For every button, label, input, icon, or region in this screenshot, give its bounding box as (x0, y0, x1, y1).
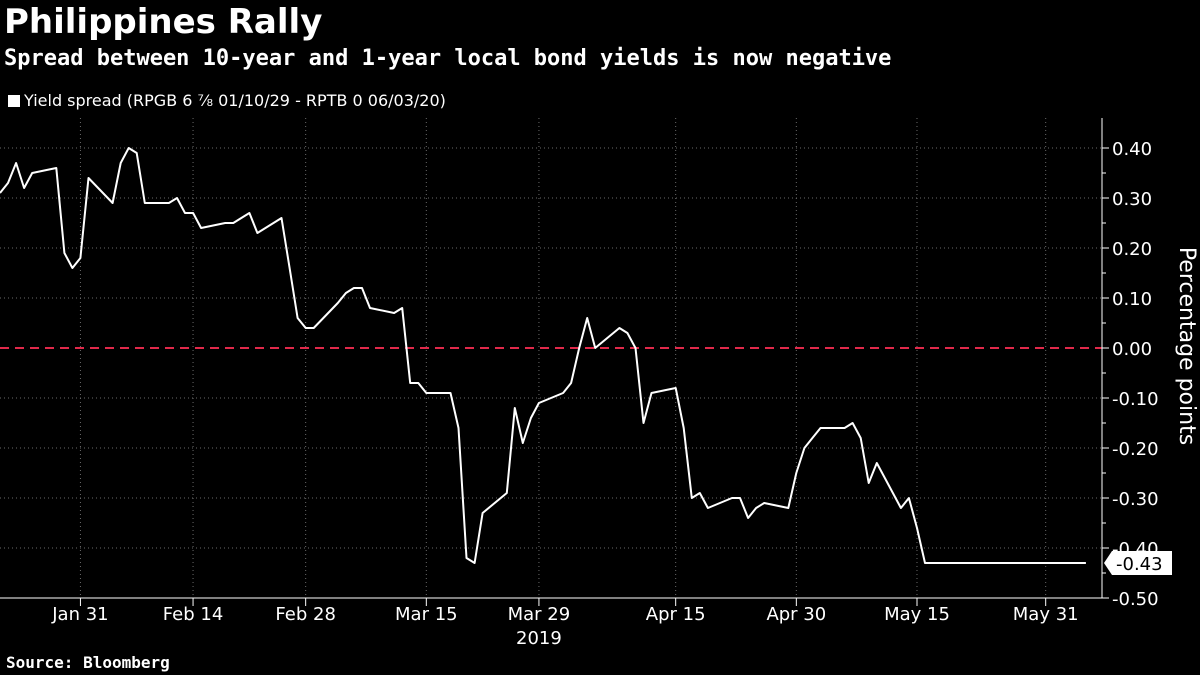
y-tick-label: -0.50 (1112, 589, 1159, 610)
x-tick-label: May 31 (1013, 604, 1079, 625)
x-tick-label: May 15 (884, 604, 950, 625)
series-group (0, 147, 1086, 564)
y-tick-label: 0.40 (1112, 139, 1152, 160)
chart-subtitle: Spread between 10-year and 1-year local … (4, 46, 892, 71)
chart-title: Philippines Rally (4, 2, 323, 42)
x-tick-label: Jan 31 (51, 604, 108, 625)
x-tick-label: Mar 29 (508, 604, 571, 625)
y-tick-label: -0.20 (1112, 439, 1159, 460)
last-value-label: -0.43 (1116, 554, 1163, 575)
y-tick-label: -0.30 (1112, 489, 1159, 510)
legend-label: Yield spread (RPGB 6 ⅞ 01/10/29 - RPTB 0… (24, 91, 446, 110)
last-value-callout: -0.43 (1104, 551, 1172, 575)
axes-group (0, 118, 1109, 606)
source-note: Source: Bloomberg (6, 653, 170, 672)
y-tick-label: 0.10 (1112, 289, 1152, 310)
yield-spread-line (0, 147, 1086, 564)
x-tick-label: Mar 15 (395, 604, 458, 625)
y-axis-title: Percentage points (1174, 247, 1199, 445)
legend: Yield spread (RPGB 6 ⅞ 01/10/29 - RPTB 0… (8, 91, 446, 110)
x-axis-year-label: 2019 (516, 628, 562, 649)
x-tick-label: Feb 14 (163, 604, 224, 625)
x-tick-label: Apr 15 (646, 604, 706, 625)
y-tick-label: 0.20 (1112, 239, 1152, 260)
y-tick-label: -0.10 (1112, 389, 1159, 410)
last-value-box (1104, 551, 1172, 575)
y-tick-label: 0.30 (1112, 189, 1152, 210)
y-tick-label: 0.00 (1112, 339, 1152, 360)
tick-labels-group: Jan 31 Feb 14 Feb 28 Mar 15 Mar 29 Apr 15 Apr … (51, 139, 1199, 649)
grid-lines (0, 118, 1102, 599)
x-tick-label: Apr 30 (766, 604, 826, 625)
x-tick-label: Feb 28 (275, 604, 336, 625)
legend-swatch (8, 94, 20, 107)
